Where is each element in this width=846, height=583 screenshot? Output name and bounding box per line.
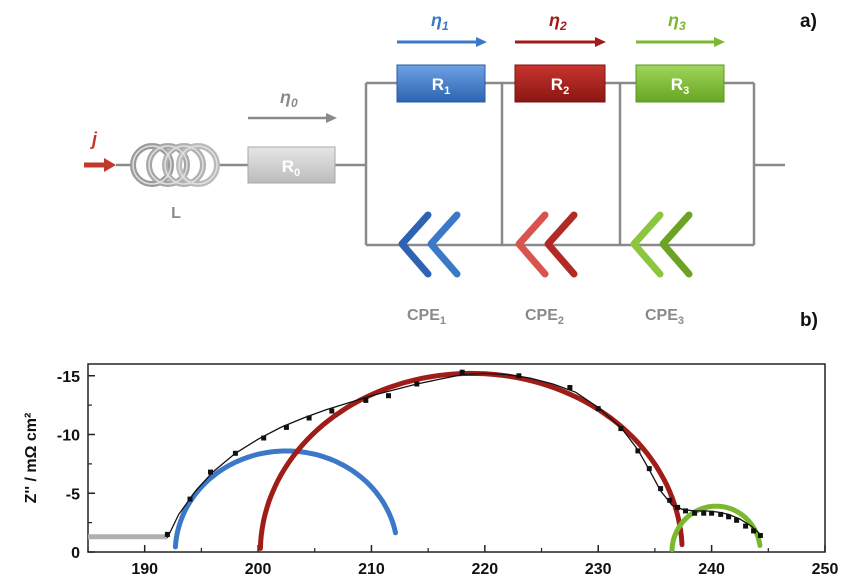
resistor-r0 xyxy=(247,146,336,184)
y-tick-label: -10 xyxy=(57,428,80,445)
data-marker xyxy=(751,528,757,534)
resistor-r0-label: R0 xyxy=(282,157,300,179)
cpe1-label: CPE1 xyxy=(407,307,446,327)
x-tick-label: 240 xyxy=(698,561,725,578)
data-marker xyxy=(667,497,673,503)
eta2-label: η2 xyxy=(549,10,567,33)
data-marker xyxy=(414,381,420,387)
cpe2-label: CPE2 xyxy=(525,307,564,327)
series-arc-3 xyxy=(669,503,763,553)
cpe3-label: CPE3 xyxy=(645,307,684,327)
data-marker xyxy=(232,450,238,456)
y-axis-label: Z'' / mΩ cm² xyxy=(23,413,40,504)
data-marker xyxy=(187,496,193,502)
eta1-label: η1 xyxy=(431,10,449,33)
eta0-label: η0 xyxy=(280,87,298,110)
x-tick-label: 200 xyxy=(245,561,272,578)
circuit-diagram: j L R0 η0 R1 R2 R3 η1 xyxy=(84,10,818,331)
resistor-r3-label: R3 xyxy=(671,75,689,97)
panel-b-label: b) xyxy=(800,310,818,331)
eta3-label: η3 xyxy=(668,10,686,33)
resistor-r2 xyxy=(514,64,606,103)
data-marker xyxy=(743,523,749,529)
data-marker xyxy=(709,510,715,516)
inductor-coil xyxy=(116,143,220,187)
data-marker xyxy=(718,511,724,517)
current-arrow xyxy=(84,158,116,172)
eta2-arrow xyxy=(515,37,606,47)
chart-series xyxy=(88,369,763,553)
data-marker xyxy=(635,448,641,454)
data-marker xyxy=(726,514,732,520)
x-tick-label: 230 xyxy=(585,561,612,578)
nyquist-chart: 190 200 210 220 230 240 250 0 -5 -10 -15 Z'' / mΩ … xyxy=(23,363,839,578)
data-marker xyxy=(683,508,688,514)
data-marker xyxy=(646,466,652,472)
series-arc-2 xyxy=(257,370,685,551)
data-marker xyxy=(701,510,707,516)
data-marker xyxy=(757,533,763,538)
x-tick-label: 210 xyxy=(358,561,385,578)
axis-ticks: 190 200 210 220 230 240 250 0 -5 -10 -15 xyxy=(57,369,839,578)
data-marker xyxy=(261,435,267,441)
data-marker xyxy=(618,426,624,432)
y-tick-label: -15 xyxy=(57,369,80,386)
data-marker xyxy=(595,406,601,412)
eta3-arrow xyxy=(636,37,725,47)
eta0-arrow xyxy=(248,113,337,123)
data-marker xyxy=(386,393,391,399)
resistor-r1 xyxy=(396,64,486,103)
data-marker xyxy=(675,504,681,510)
y-tick-label: 0 xyxy=(71,545,80,562)
eta1-arrow xyxy=(397,37,487,47)
data-marker xyxy=(306,415,312,421)
x-tick-label: 250 xyxy=(812,561,839,578)
resistor-r2-label: R2 xyxy=(551,75,569,97)
plot-frame xyxy=(87,363,826,553)
current-label: j xyxy=(90,129,98,149)
data-marker xyxy=(516,373,522,379)
data-marker xyxy=(658,486,664,492)
data-marker xyxy=(283,424,289,430)
data-marker xyxy=(734,517,740,523)
y-tick-label: -5 xyxy=(66,486,80,503)
data-marker xyxy=(363,397,369,403)
data-marker xyxy=(459,369,465,375)
cpe1-symbol xyxy=(398,211,461,278)
cpe2-symbol xyxy=(515,211,578,278)
inductor-label: L xyxy=(171,205,181,222)
cpe3-symbol xyxy=(630,211,693,278)
x-tick-label: 220 xyxy=(471,561,498,578)
panel-a-label: a) xyxy=(800,11,817,32)
data-marker xyxy=(208,469,213,475)
resistor-r1-label: R1 xyxy=(432,75,450,97)
data-marker xyxy=(692,510,698,516)
resistor-r3 xyxy=(635,64,725,103)
x-tick-label: 190 xyxy=(131,561,158,578)
data-marker xyxy=(329,408,335,414)
data-marker xyxy=(164,531,170,537)
data-marker xyxy=(567,385,573,390)
